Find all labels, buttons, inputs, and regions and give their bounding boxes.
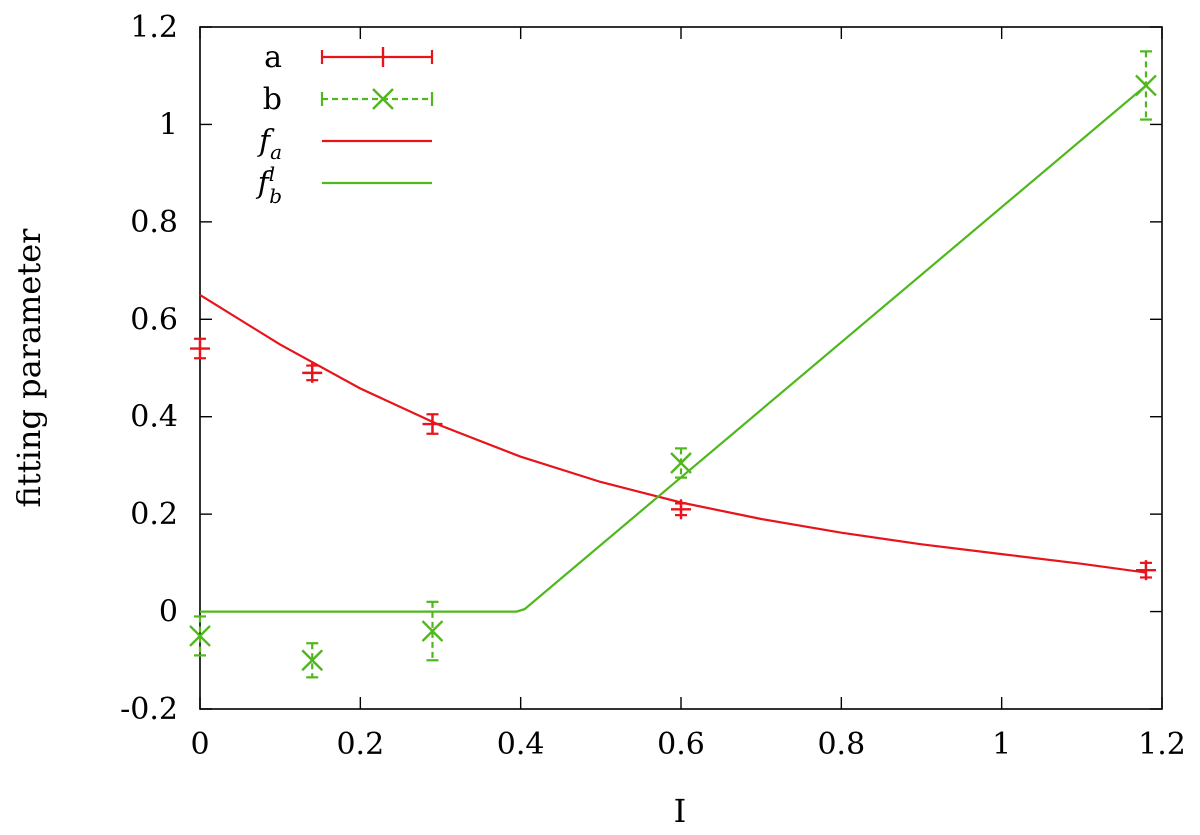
legend-entry-f-b-l: fl b	[256, 162, 432, 208]
y-tick-label: 0.6	[130, 302, 178, 337]
data-point-b	[189, 615, 211, 657]
x-tick-label: 0.2	[336, 727, 384, 762]
data-point-b	[1135, 50, 1157, 121]
legend-entry-a: a	[264, 40, 434, 75]
data-point-a	[1135, 560, 1156, 581]
legend-label: a	[264, 40, 282, 75]
y-axis-title: fitting parameter	[10, 228, 48, 508]
cross-marker	[189, 625, 211, 647]
data-point-b	[421, 600, 444, 662]
data-point-b	[301, 642, 324, 679]
cross-marker	[1135, 74, 1157, 97]
cross-marker	[670, 452, 692, 474]
y-tick-label: 0.2	[130, 497, 178, 532]
plot-frame	[199, 26, 1163, 710]
x-tick-label: 0.8	[817, 727, 865, 762]
legend-label: fa	[257, 124, 282, 164]
data-point-a	[671, 499, 691, 520]
x-axis-title: I	[674, 792, 687, 830]
x-tick-label: 0	[190, 727, 209, 762]
legend-label: b	[263, 82, 282, 117]
legend-marker	[372, 88, 394, 110]
legend-entry-f-a: fa	[257, 124, 432, 164]
y-tick-label: 1	[159, 107, 178, 142]
cross-marker	[301, 649, 324, 672]
y-tick-label: 1.2	[130, 10, 178, 45]
x-tick-label: 0.4	[497, 727, 545, 762]
curve-f-a	[199, 293, 1147, 574]
y-tick-label: 0	[159, 595, 178, 630]
legend-entry-b: b	[263, 82, 434, 117]
data-point-a	[190, 337, 210, 360]
y-tick-label: 0.8	[130, 205, 178, 240]
x-tick-label: 1.2	[1138, 727, 1186, 762]
y-tick-label: -0.2	[120, 692, 178, 727]
data-point-a	[302, 362, 323, 383]
legend-label: fl b	[256, 162, 282, 208]
x-tick-label: 0.6	[657, 727, 705, 762]
cross-marker	[421, 620, 444, 642]
data-point-a	[422, 413, 443, 435]
curve-f-b-l	[200, 84, 1147, 613]
data-point-b	[670, 447, 692, 479]
y-tick-label: 0.4	[130, 400, 178, 435]
x-tick-label: 1	[992, 727, 1011, 762]
